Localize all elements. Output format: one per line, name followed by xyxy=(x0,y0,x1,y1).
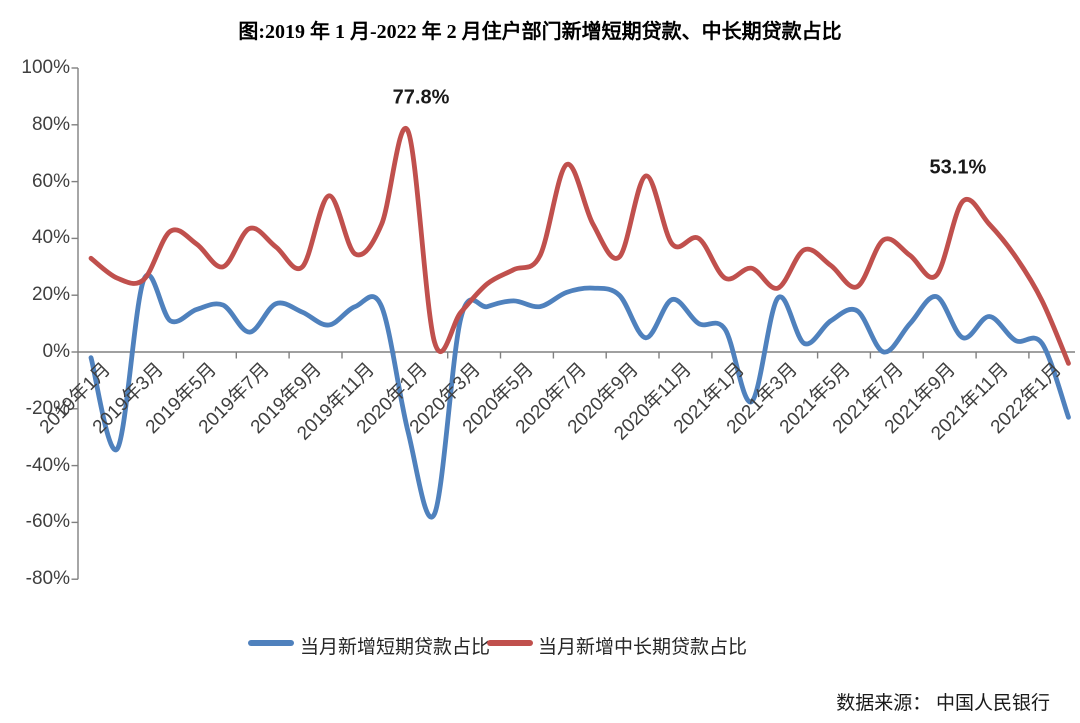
y-axis-tick-label: -20% xyxy=(25,397,70,419)
y-axis-tick-label: 80% xyxy=(31,113,70,135)
series-line-medium-long-term xyxy=(88,125,1071,366)
peak-value-annotation: 53.1% xyxy=(929,156,987,179)
y-axis-tick-label: -80% xyxy=(25,568,70,590)
legend-line-swatch-medium-long-term xyxy=(487,640,533,646)
y-axis-tick-label: 60% xyxy=(31,170,70,192)
chart-title: 图:2019 年 1 月-2022 年 2 月住户部门新增短期贷款、中长期贷款占… xyxy=(238,21,842,43)
y-axis-tick-label: 100% xyxy=(21,57,70,78)
legend-label-medium-long-term: 当月新增中长期贷款占比 xyxy=(538,637,748,658)
series-line-short-term xyxy=(88,272,1071,520)
y-axis-tick-label: 40% xyxy=(31,227,70,249)
y-axis-tick-label: 20% xyxy=(31,284,70,306)
y-axis-tick-label: 0% xyxy=(42,341,70,362)
y-axis-tick-label: -60% xyxy=(25,511,70,533)
legend-label-short-term: 当月新增短期贷款占比 xyxy=(300,637,491,658)
peak-value-annotation: 77.8% xyxy=(392,86,450,109)
y-axis-tick-label: -40% xyxy=(25,454,70,476)
legend-line-swatch-short-term xyxy=(248,640,294,646)
data-source-note: 数据来源： 中国人民银行 xyxy=(836,693,1050,714)
